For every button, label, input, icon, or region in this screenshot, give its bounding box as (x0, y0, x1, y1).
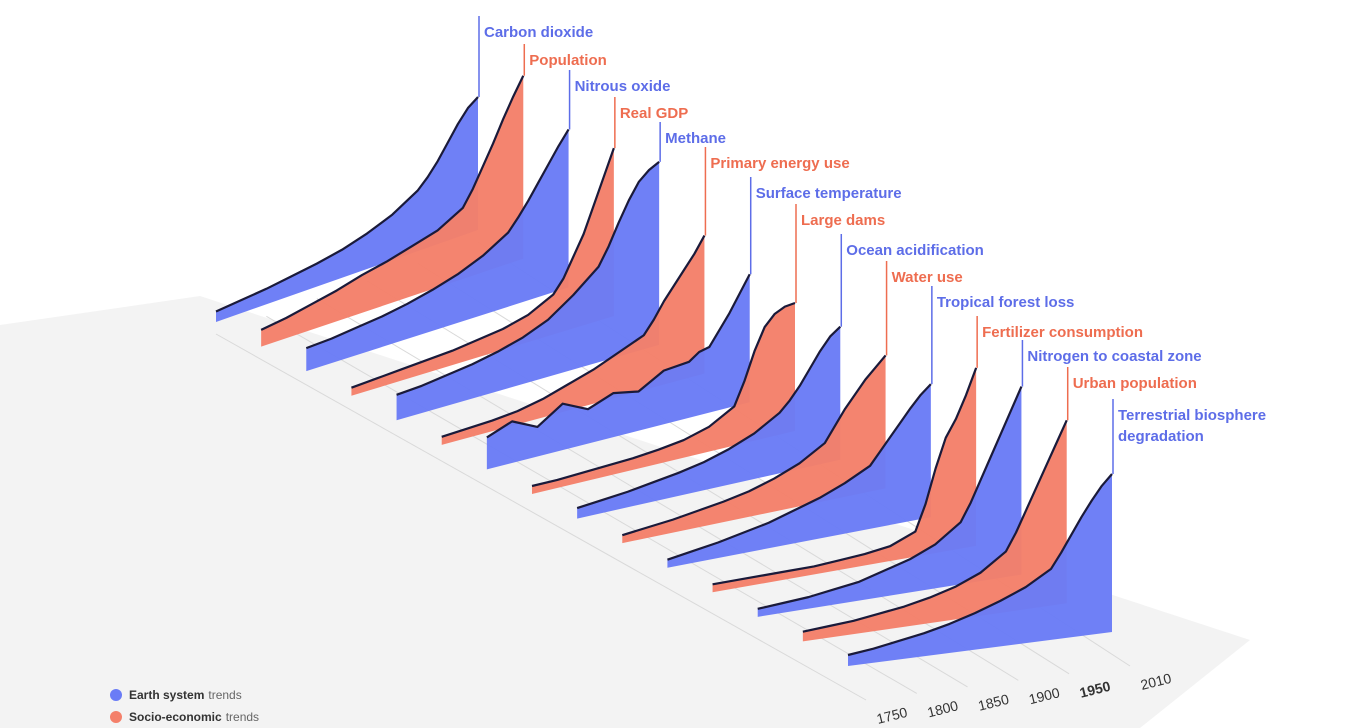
series-label: Terrestrial biosphere degradation (1118, 407, 1266, 445)
series-label: Urban population (1073, 375, 1197, 392)
area-mark (396, 161, 660, 421)
area-mark (441, 235, 705, 445)
area-mark (848, 474, 1112, 666)
series-label: Water use (892, 269, 963, 286)
series-line (441, 235, 706, 438)
ribbon-large-dams: Large dams (531, 204, 885, 494)
ribbon-fertilizer-consumption: Fertilizer consumption (712, 316, 1143, 593)
series-line (621, 354, 887, 537)
tick-label-1750: 1750 (875, 704, 909, 727)
series-line (847, 473, 1113, 657)
legend-item-earth: Earth system trends (110, 684, 259, 706)
area-mark (577, 326, 841, 519)
area-mark (216, 97, 478, 322)
series-label: Nitrous oxide (575, 78, 671, 95)
series-line (351, 147, 615, 389)
area-mark (622, 355, 886, 544)
series-label: Surface temperature (756, 185, 902, 202)
series-line (757, 386, 1023, 610)
ribbon-tropical-forest-loss: Tropical forest loss (667, 286, 1074, 568)
area-mark (802, 420, 1067, 642)
series-line (531, 301, 796, 488)
tick-label-2010: 2010 (1139, 670, 1173, 693)
area-mark (532, 303, 795, 494)
series-label: Fertilizer consumption (982, 324, 1143, 341)
ribbon-nitrogen-to-coastal-zone: Nitrogen to coastal zone (757, 340, 1202, 617)
ribbon-carbon-dioxide: Carbon dioxide (215, 16, 593, 322)
trend-ribbons: Carbon dioxide Population Nitrous oxide Rea… (215, 16, 1266, 666)
ribbon-ocean-acidification: Ocean acidification (576, 234, 984, 519)
series-line (667, 383, 932, 561)
ribbon-primary-energy-use: Primary energy use (441, 147, 850, 445)
area-mark (667, 384, 931, 568)
series-label: Real GDP (620, 105, 688, 122)
area-mark (306, 129, 569, 372)
tick-label-1850: 1850 (976, 691, 1010, 714)
ribbon-methane: Methane (396, 122, 726, 421)
series-label: Tropical forest loss (937, 294, 1075, 311)
legend-socio-rest: trends (225, 710, 260, 724)
legend-earth-rest: trends (208, 688, 242, 702)
ribbon-terrestrial-biosphere-degradation: Terrestrial biosphere degradation (847, 399, 1266, 666)
tick-label-1900: 1900 (1027, 684, 1061, 707)
tick-label-1950: 1950 (1078, 678, 1112, 701)
legend: Earth system trends Socio-economic trend… (110, 684, 259, 728)
series-line (260, 75, 525, 331)
ribbon-water-use: Water use (621, 261, 963, 544)
series-label: Population (529, 52, 607, 69)
area-mark (757, 386, 1022, 617)
series-line (486, 273, 751, 439)
series-line (396, 161, 660, 396)
gridline-1750 (215, 333, 867, 701)
x-axis-ticks: 1750 1800 1850 1900 1950 2010 (875, 670, 1173, 727)
tick-label-1800: 1800 (926, 697, 960, 720)
ribbon-urban-population: Urban population (802, 367, 1197, 642)
series-line (712, 367, 978, 586)
series-line (305, 128, 570, 350)
series-line (802, 419, 1068, 633)
legend-socio-swatch (110, 711, 122, 723)
series-line (215, 96, 479, 313)
area-mark (712, 367, 977, 593)
ribbon-nitrous-oxide: Nitrous oxide (305, 70, 671, 372)
series-label: Methane (665, 130, 726, 147)
series-label: Ocean acidification (846, 242, 984, 259)
series-label: Large dams (801, 212, 885, 229)
series-label: Primary energy use (710, 155, 849, 172)
legend-earth-strong: Earth system (129, 688, 205, 702)
legend-earth-swatch (110, 689, 122, 701)
series-line (576, 325, 842, 510)
legend-socio-strong: Socio-economic (129, 710, 222, 724)
series-label: Nitrogen to coastal zone (1027, 348, 1201, 365)
area-mark (486, 274, 750, 470)
legend-item-socio: Socio-economic trends (110, 706, 259, 728)
series-label: Carbon dioxide (484, 24, 593, 41)
ribbon-surface-temperature: Surface temperature (486, 177, 902, 470)
